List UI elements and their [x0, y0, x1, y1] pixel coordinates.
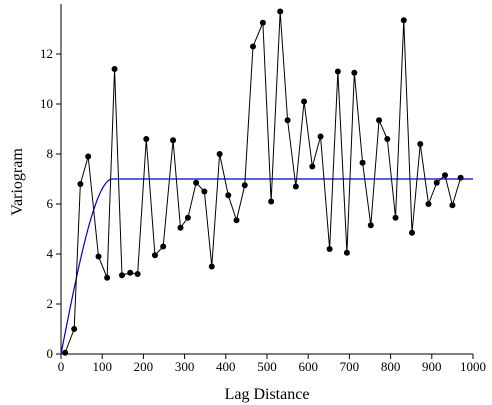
empirical-point — [457, 174, 464, 181]
empirical-point — [134, 271, 141, 277]
empirical-point — [143, 136, 150, 142]
empirical-point — [111, 66, 118, 72]
empirical-point — [104, 274, 111, 281]
empirical-point — [292, 183, 299, 190]
empirical-point — [62, 349, 69, 356]
x-tick-label: 0 — [58, 359, 65, 374]
empirical-point — [241, 182, 248, 189]
empirical-point — [249, 43, 256, 50]
empirical-point — [334, 68, 341, 75]
empirical-point — [441, 172, 448, 179]
empirical-point — [400, 17, 407, 24]
empirical-point — [268, 198, 275, 205]
empirical-point — [409, 229, 416, 236]
y-tick-label: 6 — [47, 196, 54, 211]
empirical-point — [77, 181, 84, 187]
y-tick-label: 10 — [40, 96, 53, 111]
empirical-point — [151, 252, 158, 259]
model-fit-line — [60, 178, 473, 355]
y-tick-label: 2 — [47, 296, 54, 311]
empirical-point — [193, 179, 200, 186]
empirical-point — [384, 136, 391, 142]
empirical-point — [71, 326, 78, 332]
empirical-line — [64, 11, 462, 353]
empirical-point — [259, 19, 266, 26]
empirical-point — [433, 179, 440, 186]
x-tick-label: 400 — [216, 359, 236, 374]
empirical-point — [127, 269, 134, 276]
empirical-point — [425, 201, 432, 207]
empirical-point — [184, 214, 191, 221]
x-tick-label: 600 — [298, 359, 318, 374]
empirical-point — [177, 224, 184, 231]
empirical-point — [208, 263, 215, 270]
y-tick-label: 4 — [47, 246, 54, 261]
empirical-point — [118, 272, 125, 279]
x-tick-label: 700 — [340, 359, 360, 374]
empirical-series — [62, 8, 464, 356]
model-fit-series — [60, 178, 473, 355]
empirical-point — [343, 249, 350, 256]
y-tick-label: 8 — [47, 146, 54, 161]
empirical-point — [351, 69, 358, 76]
empirical-point — [284, 117, 291, 124]
x-tick-label: 300 — [175, 359, 195, 374]
empirical-point — [277, 8, 284, 15]
empirical-point — [359, 159, 366, 166]
y-tick-label: 12 — [40, 46, 53, 61]
empirical-point — [367, 222, 374, 229]
y-axis-title: Variogram — [9, 148, 26, 216]
empirical-point — [233, 217, 240, 224]
x-axis-title: Lag Distance — [225, 386, 310, 403]
empirical-point — [85, 153, 92, 160]
x-tick-label: 1000 — [460, 359, 486, 374]
y-axis-ticks: 0 2 4 6 8 10 12 — [40, 46, 61, 361]
x-axis-ticks: 0 100 200 300 400 500 600 700 800 900 1000 — [58, 354, 486, 374]
x-tick-label: 800 — [381, 359, 401, 374]
empirical-point — [160, 243, 167, 250]
empirical-point — [417, 141, 424, 147]
empirical-point — [225, 192, 232, 199]
y-tick-label: 0 — [47, 346, 54, 361]
empirical-point — [449, 202, 456, 209]
empirical-point — [170, 137, 177, 144]
empirical-point — [301, 98, 308, 105]
empirical-point — [95, 253, 102, 260]
x-tick-label: 500 — [257, 359, 277, 374]
x-tick-label: 100 — [92, 359, 112, 374]
empirical-point — [201, 188, 208, 195]
empirical-point — [317, 133, 324, 140]
x-tick-label: 900 — [422, 359, 442, 374]
empirical-point — [392, 214, 399, 221]
empirical-point — [309, 163, 316, 170]
empirical-point — [326, 246, 333, 252]
empirical-point — [216, 151, 223, 157]
x-tick-label: 200 — [134, 359, 154, 374]
empirical-point — [376, 117, 383, 124]
